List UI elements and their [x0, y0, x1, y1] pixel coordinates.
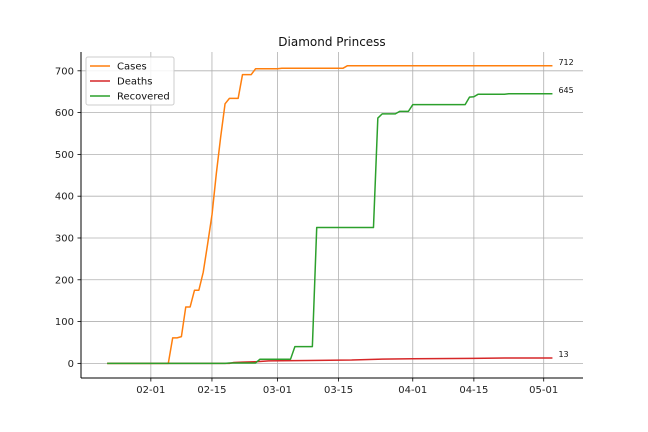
legend-label-deaths: Deaths — [117, 77, 152, 88]
y-tick-label: 300 — [55, 233, 74, 244]
x-ticks: 02-01 02-15 03-01 03-15 04-01 04-15 05-01 — [136, 378, 558, 396]
y-tick-label: 600 — [55, 108, 74, 119]
legend: Cases Deaths Recovered — [85, 56, 175, 106]
x-tick-label: 03-15 — [324, 385, 353, 396]
y-tick-label: 400 — [55, 192, 74, 203]
legend-box — [85, 56, 175, 106]
y-tick-label: 100 — [55, 317, 74, 328]
y-tick-label: 500 — [55, 150, 74, 161]
x-tick-label: 02-01 — [136, 385, 165, 396]
y-tick-label: 200 — [55, 275, 74, 286]
y-ticks: 0 100 200 300 400 500 600 700 — [55, 66, 81, 370]
y-tick-label: 700 — [55, 66, 74, 77]
legend-label-cases: Cases — [117, 62, 147, 73]
series-layer — [107, 65, 553, 365]
legend-label-recovered: Recovered — [117, 92, 170, 103]
end-label-deaths: 13 — [558, 350, 568, 359]
end-label-cases: 712 — [558, 58, 573, 67]
x-tick-label: 02-15 — [197, 385, 226, 396]
series-line-cases — [107, 65, 553, 365]
x-tick-label: 03-01 — [263, 385, 292, 396]
x-tick-label: 05-01 — [529, 385, 558, 396]
x-tick-label: 04-15 — [459, 385, 488, 396]
end-label-recovered: 645 — [558, 86, 573, 95]
end-labels: 712 13 645 — [558, 58, 573, 359]
series-line-recovered — [107, 93, 553, 365]
axes — [80, 52, 583, 379]
y-tick-label: 0 — [68, 359, 74, 370]
x-tick-label: 04-01 — [398, 385, 427, 396]
chart-title: Diamond Princess — [278, 35, 385, 49]
